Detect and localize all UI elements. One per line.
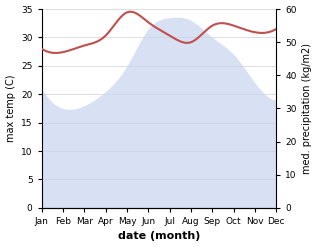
Y-axis label: max temp (C): max temp (C) bbox=[5, 75, 16, 142]
X-axis label: date (month): date (month) bbox=[118, 231, 200, 242]
Y-axis label: med. precipitation (kg/m2): med. precipitation (kg/m2) bbox=[302, 43, 313, 174]
